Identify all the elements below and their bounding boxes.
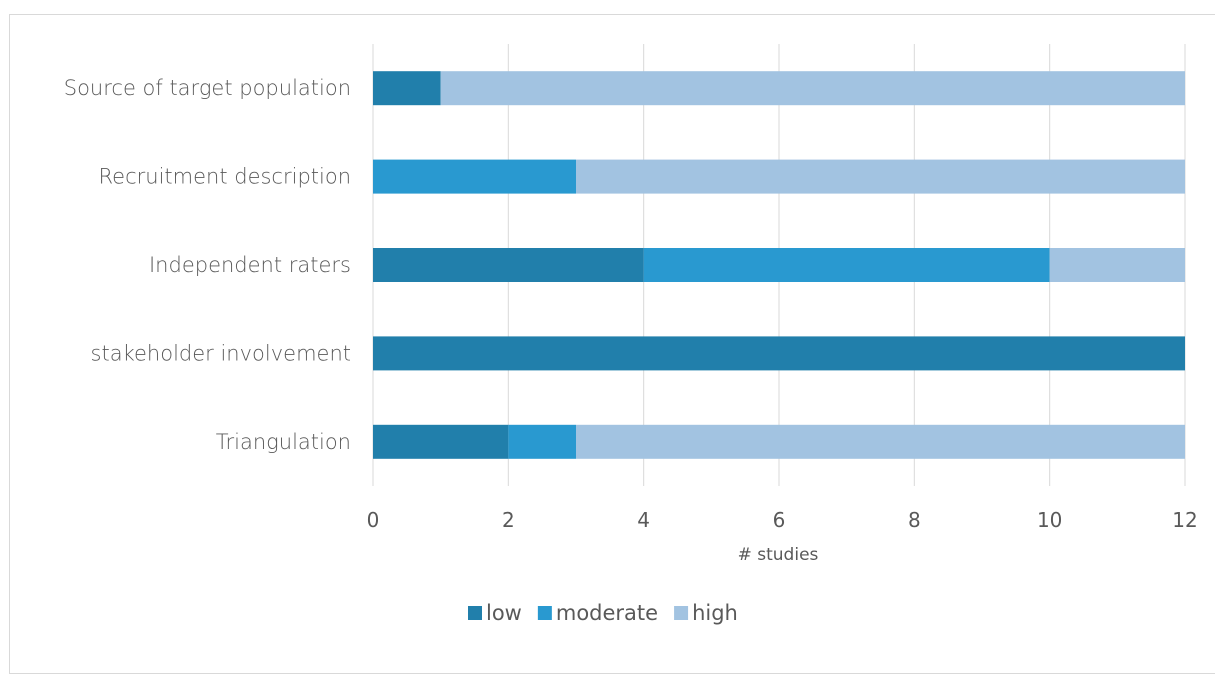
bars: [373, 71, 1186, 459]
x-tick-label: 0: [367, 508, 380, 532]
category-label: Source of target population: [64, 76, 351, 100]
bar-segment-low: [373, 248, 644, 282]
x-tick-labels: 0 2 4 6 8 10 12: [367, 508, 1198, 532]
category-label: Independent raters: [149, 253, 351, 277]
legend: low moderate high: [468, 601, 738, 625]
x-axis-title: # studies: [738, 545, 819, 565]
bar-segment-low: [373, 424, 509, 459]
x-tick-label: 2: [502, 508, 515, 532]
category-labels: Source of target population Recruitment d…: [64, 76, 351, 454]
x-tick-label: 6: [773, 508, 786, 532]
legend-swatch-moderate: [537, 606, 552, 620]
category-label: Recruitment description: [99, 165, 351, 189]
bar-segment-high: [576, 159, 1185, 194]
category-label: Triangulation: [216, 430, 351, 454]
legend-swatch-high: [674, 606, 689, 620]
bar-segment-low: [373, 71, 441, 106]
bar-segment-high: [576, 424, 1185, 459]
bar-segment-high: [440, 71, 1186, 106]
legend-label-moderate: moderate: [556, 601, 658, 625]
bar-segment-moderate: [643, 248, 1050, 282]
x-tick-label: 4: [637, 508, 650, 532]
legend-label-low: low: [486, 601, 522, 625]
bar-segment-high: [1049, 248, 1185, 282]
bar-segment-low: [373, 336, 1185, 371]
x-tick-label: 8: [908, 508, 921, 532]
category-label: stakeholder involvement: [91, 341, 351, 365]
x-tick-label: 10: [1037, 508, 1062, 532]
legend-swatch-low: [468, 606, 482, 620]
bar-segment-moderate: [508, 424, 576, 459]
stacked-bar-chart: Source of target population Recruitment d…: [64, 44, 1198, 625]
x-tick-label: 12: [1172, 508, 1197, 532]
bar-segment-moderate: [373, 159, 576, 194]
legend-label-high: high: [692, 601, 738, 625]
